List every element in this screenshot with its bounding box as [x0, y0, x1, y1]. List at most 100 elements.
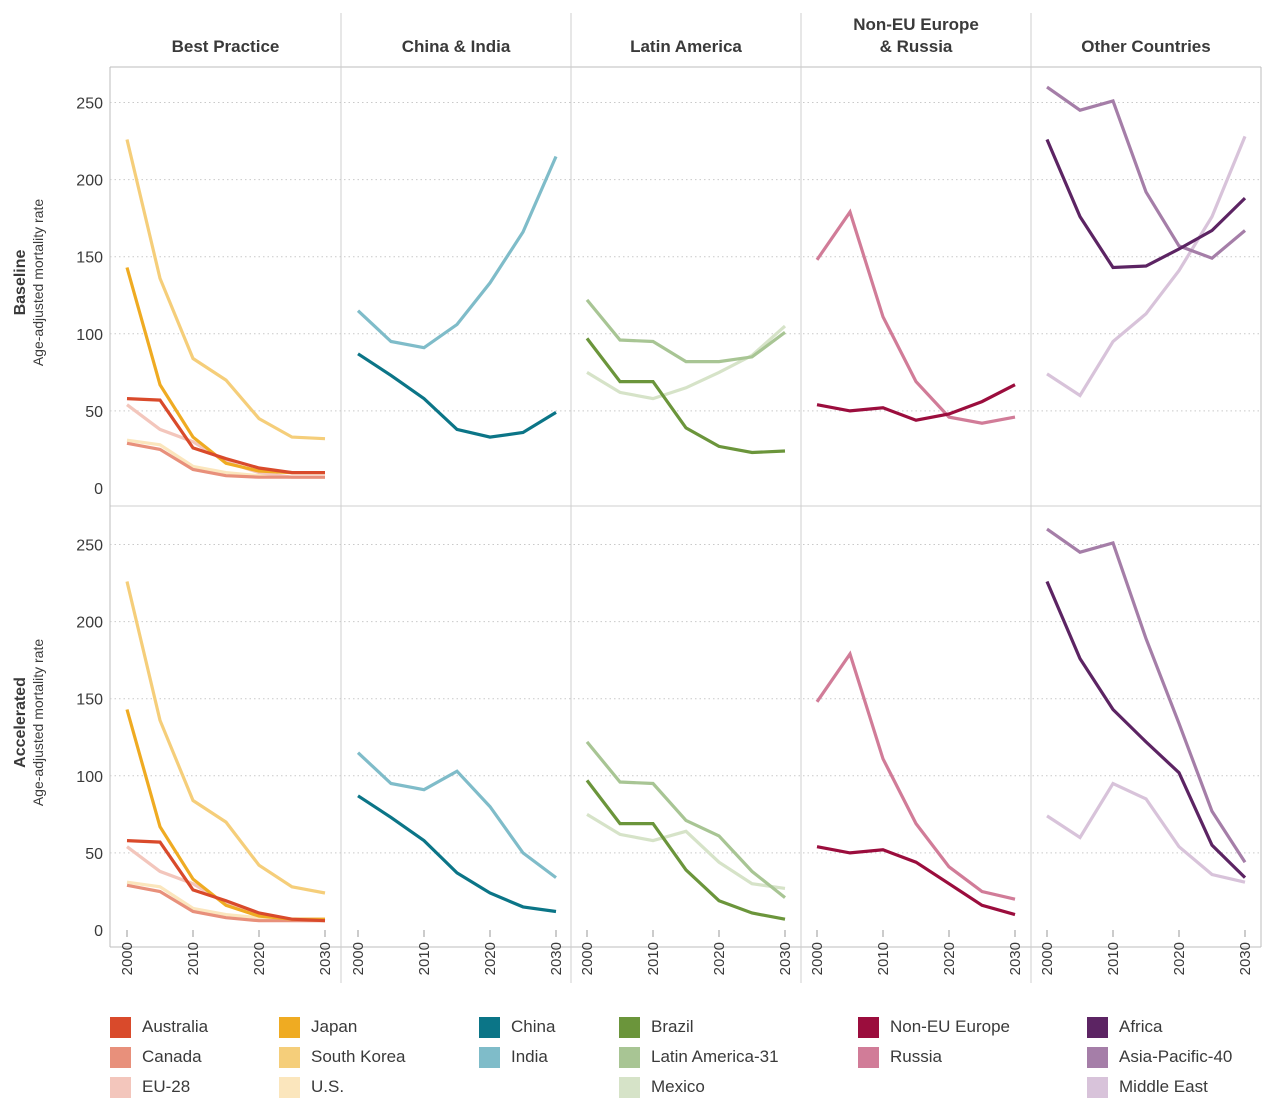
y-tick-label: 50 [85, 846, 103, 863]
y-tick-label: 0 [94, 923, 103, 940]
legend-item: Mexico [619, 1076, 705, 1098]
series-line [1045, 580, 1247, 879]
series-line [357, 794, 557, 914]
series-line [356, 751, 557, 879]
series-line [126, 845, 325, 921]
legend-swatch [479, 1046, 500, 1068]
y-tick-label: 250 [76, 96, 103, 113]
series-line [1046, 135, 1247, 398]
legend-label: Latin America-31 [651, 1047, 779, 1066]
legend-label: Japan [311, 1017, 358, 1036]
legend-item: Middle East [1087, 1076, 1208, 1098]
x-tick-label: 2000 [579, 942, 596, 975]
x-tick-label: 2000 [119, 942, 136, 975]
legend-item: India [479, 1046, 548, 1068]
legend-item: Brazil [619, 1016, 694, 1038]
panel-title: Best Practice [172, 37, 280, 56]
legend-swatch [1087, 1076, 1108, 1098]
series-line [126, 441, 325, 479]
y-tick-label: 150 [76, 692, 103, 709]
x-tick-label: 2030 [317, 942, 334, 975]
chart-legend: Australia Canada EU-28 Japan South Korea U.S.… [110, 1016, 1260, 1101]
series-line [586, 813, 786, 890]
series-line [125, 267, 325, 475]
series-line [356, 155, 558, 350]
series-line [585, 779, 786, 921]
x-tick-label: 2020 [1171, 942, 1188, 975]
series-line [125, 581, 326, 895]
legend-swatch [279, 1016, 300, 1038]
legend-item: EU-28 [110, 1076, 190, 1098]
x-tick-label: 2020 [711, 942, 728, 975]
x-tick-label: 2000 [350, 942, 367, 975]
x-tick-label: 2010 [875, 942, 892, 975]
legend-swatch [858, 1046, 879, 1068]
x-tick-label: 2020 [482, 942, 499, 975]
legend-swatch [279, 1046, 300, 1068]
legend-label: Middle East [1119, 1077, 1208, 1096]
legend-label: Brazil [651, 1017, 694, 1036]
legend-swatch [619, 1076, 640, 1098]
series-line [1045, 138, 1247, 270]
legend-item: Africa [1087, 1016, 1162, 1038]
y-tick-label: 0 [94, 481, 103, 498]
series-line [815, 208, 1016, 425]
legend-swatch [619, 1046, 640, 1068]
legend-swatch [110, 1046, 131, 1068]
legend-item: Russia [858, 1046, 942, 1068]
x-tick-label: 2010 [1105, 942, 1122, 975]
y-axis-label: Age-adjusted mortality rate [30, 639, 46, 807]
y-axis-label: Age-adjusted mortality rate [30, 199, 46, 367]
x-tick-label: 2030 [1237, 942, 1254, 975]
row-title: Accelerated [12, 677, 29, 768]
legend-label: Asia-Pacific-40 [1119, 1047, 1233, 1066]
legend-item: Japan [279, 1016, 357, 1038]
legend-swatch [1087, 1016, 1108, 1038]
row-title: Baseline [12, 249, 29, 315]
series-line [1046, 781, 1246, 884]
legend-swatch [279, 1076, 300, 1098]
panel-title: Latin America [630, 37, 742, 56]
y-tick-label: 100 [76, 327, 103, 344]
series-line [125, 139, 326, 441]
legend-label: Canada [142, 1047, 202, 1066]
series-line [1046, 527, 1247, 864]
x-tick-label: 2030 [548, 942, 565, 975]
legend-label: Africa [1119, 1017, 1163, 1036]
series-line [585, 740, 786, 899]
panel-title: China & India [402, 37, 511, 56]
x-tick-label: 2020 [251, 942, 268, 975]
series-line [585, 298, 786, 364]
x-tick-label: 2030 [777, 942, 794, 975]
panel-title: Non-EU Europe [853, 15, 979, 34]
panel-title: & Russia [880, 37, 953, 56]
x-tick-label: 2010 [185, 942, 202, 975]
series-line [357, 352, 557, 439]
row-label-group: Baseline Age-adjusted mortality rate [12, 199, 46, 367]
x-tick-label: 2010 [645, 942, 662, 975]
legend-item: Australia [110, 1016, 208, 1038]
series-line [815, 650, 1016, 901]
legend-label: India [511, 1047, 548, 1066]
x-tick-label: 2020 [941, 942, 958, 975]
series-line [126, 403, 325, 479]
series-line [126, 839, 326, 923]
legend-swatch [479, 1016, 500, 1038]
legend-label: U.S. [311, 1077, 345, 1096]
series-line [816, 845, 1016, 917]
legend-swatch [110, 1016, 131, 1038]
y-tick-label: 200 [76, 173, 103, 190]
legend-item: China [479, 1016, 555, 1038]
legend-item: South Korea [279, 1046, 406, 1068]
legend-label: EU-28 [142, 1077, 191, 1096]
y-tick-label: 200 [76, 615, 103, 632]
series-line [126, 397, 325, 475]
legend-item: Asia-Pacific-40 [1087, 1046, 1232, 1068]
legend-swatch [858, 1016, 879, 1038]
panel-title: Other Countries [1081, 37, 1210, 56]
series-line [585, 337, 786, 455]
x-tick-label: 2030 [1007, 942, 1024, 975]
legend-label: China [511, 1017, 556, 1036]
legend-item: U.S. [279, 1076, 344, 1098]
